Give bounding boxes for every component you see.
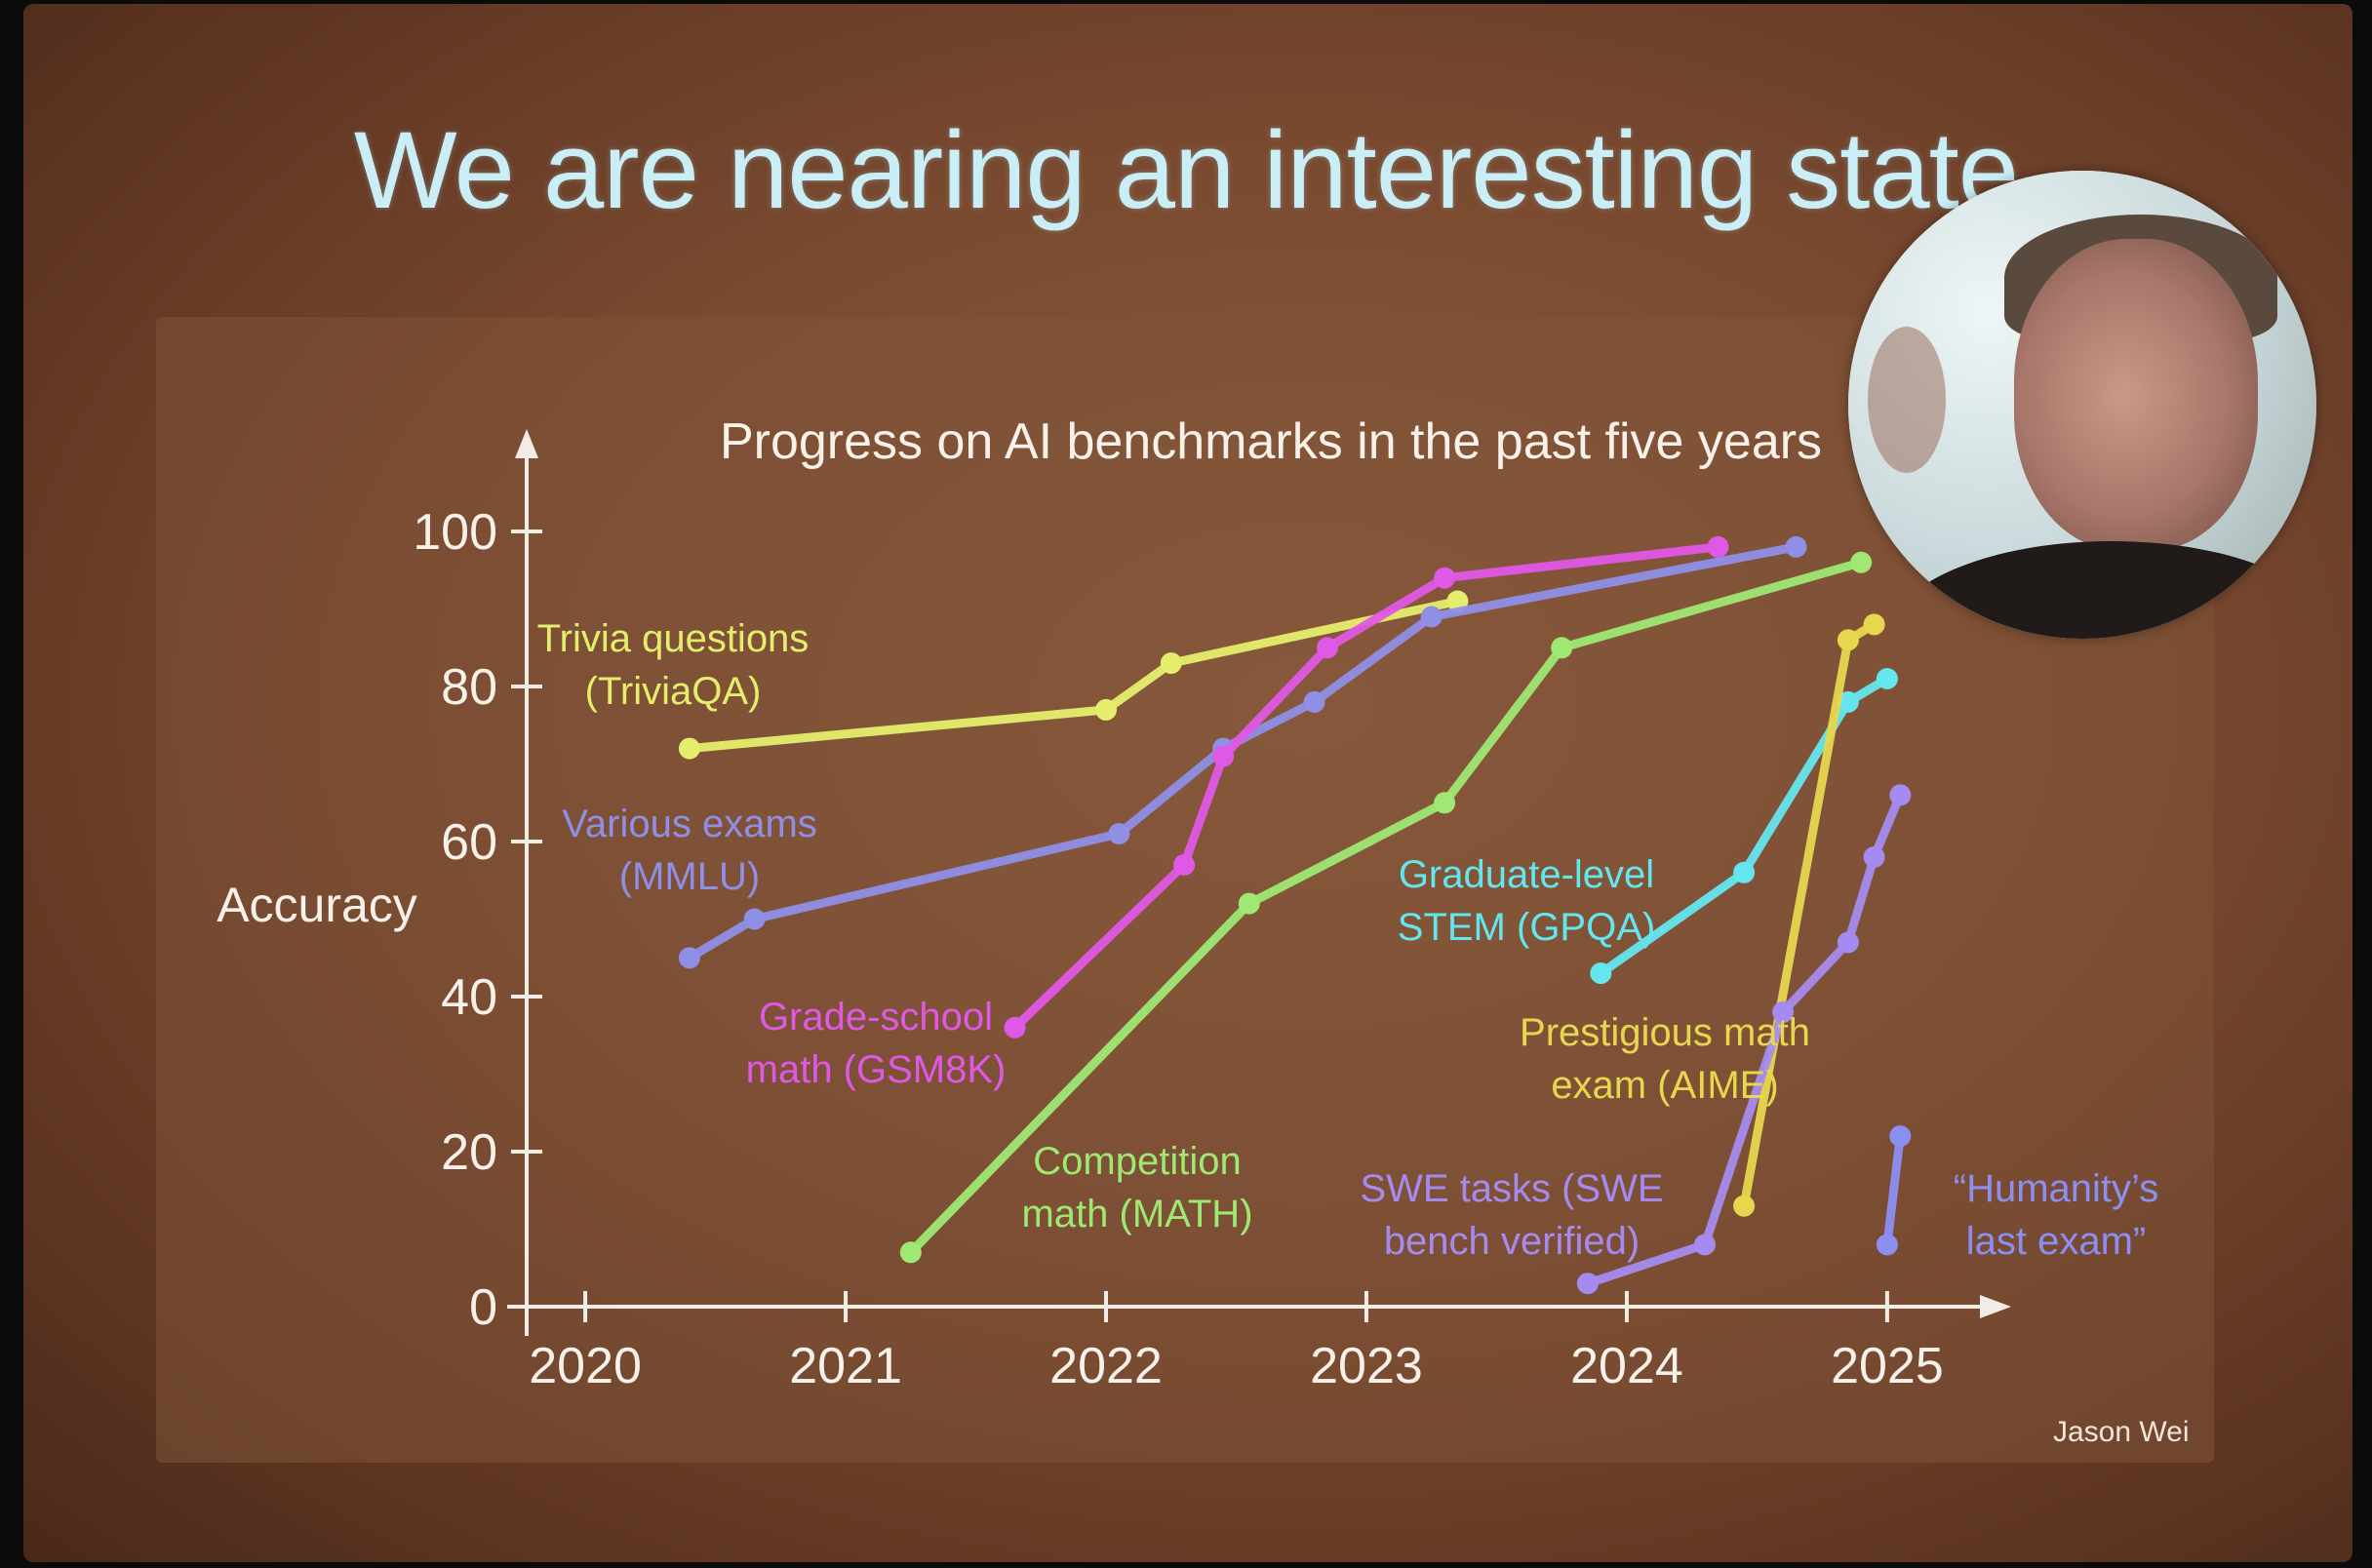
series-label: math (GSM8K) xyxy=(746,1048,1007,1091)
x-tick-label: 2021 xyxy=(789,1338,902,1394)
data-point xyxy=(1173,853,1196,876)
presenter-face xyxy=(2014,239,2258,551)
data-point xyxy=(1876,668,1898,689)
data-point xyxy=(1316,637,1338,659)
data-point xyxy=(1108,823,1130,844)
data-point xyxy=(1434,792,1456,814)
data-point xyxy=(1160,652,1182,675)
chart-title: Progress on AI benchmarks in the past fi… xyxy=(720,413,1822,470)
y-tick-label: 80 xyxy=(441,659,497,716)
y-axis-arrow xyxy=(515,429,538,458)
series-line xyxy=(685,597,1462,754)
x-tick-label: 2023 xyxy=(1310,1338,1423,1394)
plot-panel xyxy=(156,317,2214,1463)
series-label: exam (AIME) xyxy=(1551,1064,1778,1107)
series-label: Various exams xyxy=(562,803,817,845)
data-point xyxy=(1863,845,1885,868)
series-label: “Humanity’s xyxy=(1954,1167,2158,1210)
series-label: math (MATH) xyxy=(1021,1193,1252,1235)
data-point xyxy=(1004,1016,1026,1039)
data-point xyxy=(1420,606,1443,628)
series-label: last exam” xyxy=(1966,1220,2147,1263)
webcam-blur xyxy=(1868,327,1946,473)
series-label: Prestigious math xyxy=(1520,1011,1810,1054)
series-label: Graduate-level xyxy=(1399,853,1654,896)
y-tick-label: 0 xyxy=(469,1279,497,1336)
x-tick-label: 2025 xyxy=(1831,1338,1944,1394)
data-point xyxy=(1889,1125,1912,1148)
data-point xyxy=(1590,962,1612,985)
data-point xyxy=(1212,745,1235,767)
data-point xyxy=(678,947,700,969)
data-point xyxy=(1576,1273,1599,1295)
data-point xyxy=(1303,690,1325,713)
series-line xyxy=(1583,790,1905,1288)
y-tick-label: 20 xyxy=(441,1124,497,1181)
data-point xyxy=(899,1241,922,1264)
data-point xyxy=(1551,637,1573,659)
x-tick-label: 2024 xyxy=(1570,1338,1683,1394)
data-point xyxy=(1733,1195,1756,1217)
x-tick-label: 2020 xyxy=(529,1338,642,1394)
author-credit: Jason Wei xyxy=(2053,1416,2190,1448)
data-point xyxy=(1889,784,1912,806)
series-label: (MMLU) xyxy=(619,855,760,898)
series-label: (TriviaQA) xyxy=(585,670,762,713)
series-labels: Trivia questions (TriviaQA) Various exams (… xyxy=(537,617,2159,1263)
data-point xyxy=(1876,1234,1898,1256)
webcam-video xyxy=(1848,171,2316,639)
data-point xyxy=(1733,861,1756,883)
data-point xyxy=(1837,931,1859,954)
data-point xyxy=(1694,1234,1716,1256)
series-label: Grade-school xyxy=(759,996,993,1039)
data-point xyxy=(1434,567,1456,589)
data-point xyxy=(678,737,700,760)
data-point xyxy=(743,908,766,930)
data-point xyxy=(1238,892,1260,915)
x-axis-arrow xyxy=(1980,1295,2011,1318)
series-label: Competition xyxy=(1033,1140,1241,1183)
data-point xyxy=(1707,535,1729,558)
series-label: STEM (GPQA) xyxy=(1398,906,1655,949)
data-point xyxy=(1785,535,1807,558)
series-line xyxy=(1596,674,1892,978)
series-label: SWE tasks (SWE xyxy=(1360,1167,1663,1210)
series-label: Trivia questions xyxy=(537,617,810,660)
data-point xyxy=(1837,690,1859,713)
data-point xyxy=(1095,698,1117,721)
y-tick-label: 40 xyxy=(441,969,497,1026)
slide-title: We are nearing an interesting state xyxy=(353,109,2019,231)
y-axis-label: Accuracy xyxy=(217,878,417,932)
data-point xyxy=(1772,1000,1795,1023)
series-line xyxy=(1010,542,1722,1033)
series-line xyxy=(1882,1131,1905,1249)
y-tick-label: 60 xyxy=(441,814,497,871)
y-tick-label: 100 xyxy=(413,504,497,561)
series-label: bench verified) xyxy=(1384,1220,1640,1263)
axes: 0 20 40 60 80 100 2020 2021 2022 2023 2024 2025 xyxy=(413,429,2011,1394)
x-tick-label: 2022 xyxy=(1049,1338,1163,1394)
